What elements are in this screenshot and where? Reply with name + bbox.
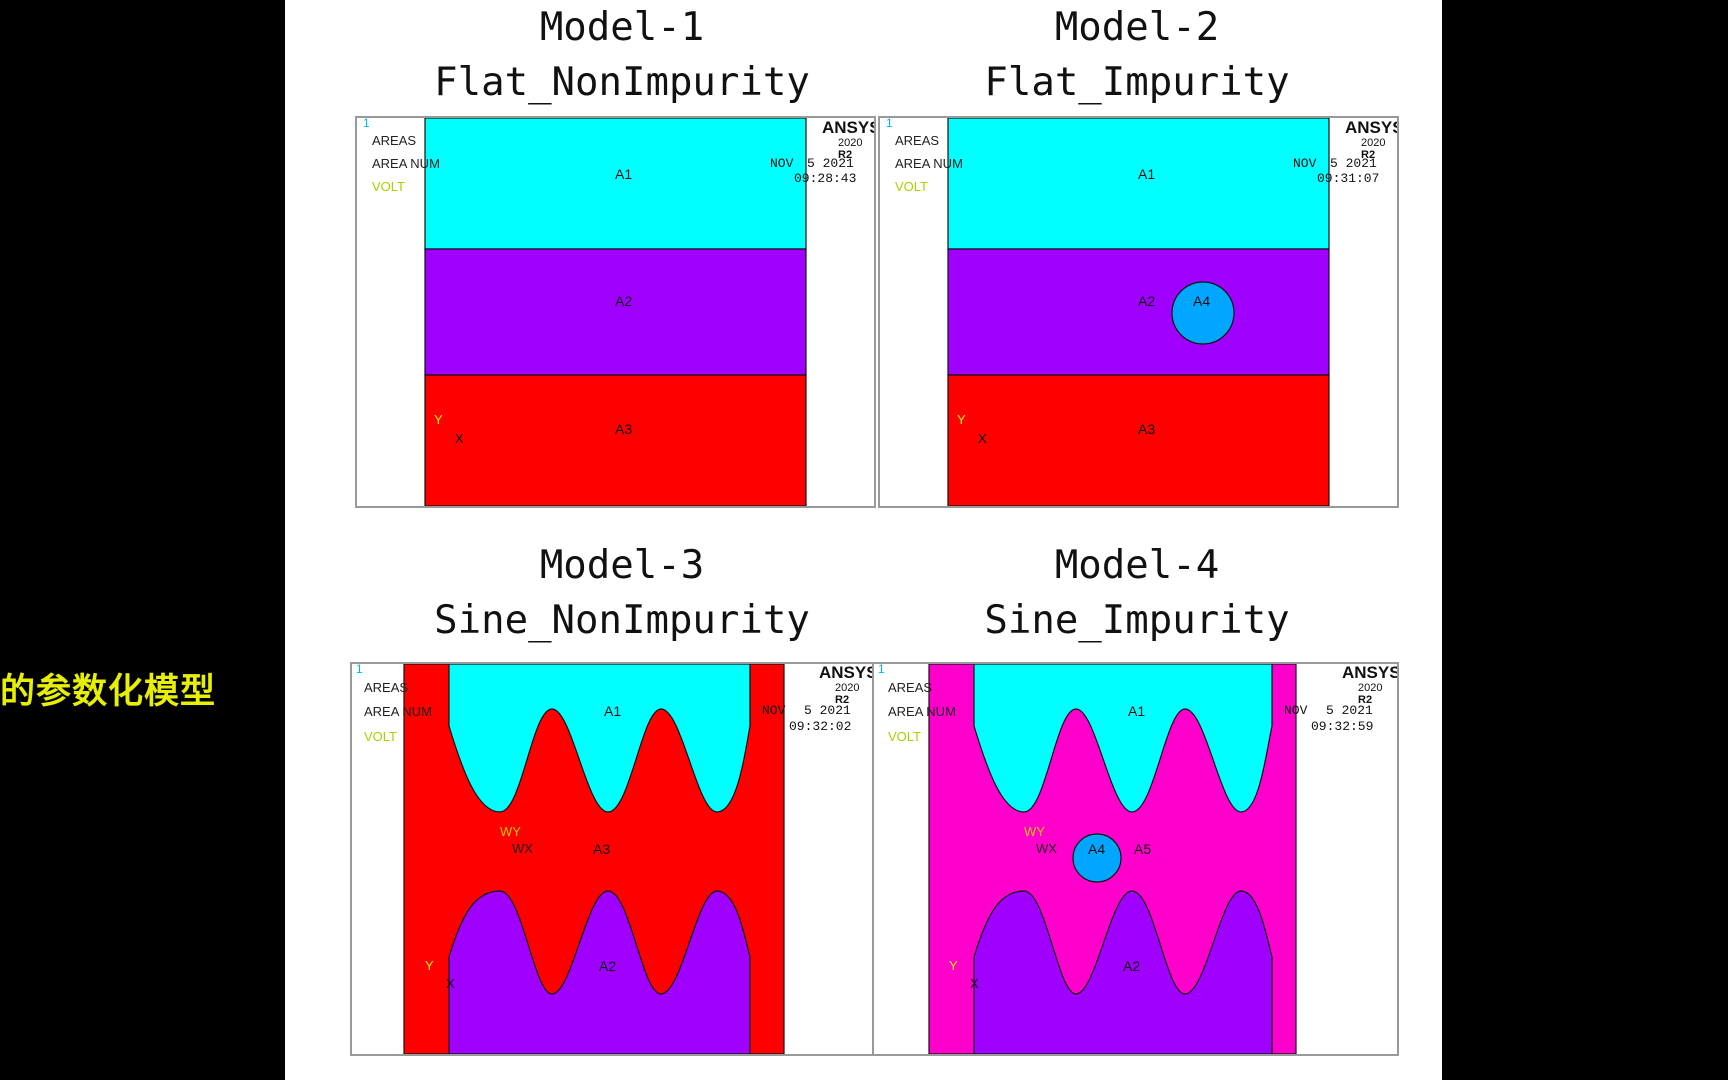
model-1-plot xyxy=(424,118,807,506)
model-4-title: Model-4 Sine_Impurity xyxy=(877,538,1397,648)
date-month: NOV xyxy=(762,703,786,718)
areas-label: AREAS xyxy=(364,680,409,695)
ansys-version: 2020 R2 xyxy=(838,137,863,161)
time-stamp: 09:32:59 xyxy=(1311,719,1374,734)
window-index: 1 xyxy=(878,662,885,676)
model-1-panel: 1 AREAS AREA NUM VOLT ANSYS 2020 R2 NOV … xyxy=(355,116,876,508)
area-a3-label: A3 xyxy=(593,841,611,857)
window-index: 1 xyxy=(363,116,370,130)
date-month: NOV xyxy=(770,156,794,171)
model-1-title: Model-1 Flat_NonImpurity xyxy=(362,0,882,110)
time-stamp: 09:32:02 xyxy=(789,719,852,734)
model-3-panel: 1 AREAS AREA NUM VOLT ANSYS 2020 R2 NOV … xyxy=(350,662,876,1056)
slide-content: Model-1 Flat_NonImpurity Model-2 Flat_Im… xyxy=(285,0,1442,1080)
ansys-logo: ANSYS xyxy=(1345,118,1399,137)
area-a1-label: A1 xyxy=(1138,166,1156,182)
model-4-subtitle: Sine_Impurity xyxy=(984,598,1290,643)
model-3-subtitle: Sine_NonImpurity xyxy=(434,598,810,643)
triad-y-label: Y xyxy=(434,412,443,427)
triad-x-label: X xyxy=(970,976,979,991)
triad-y-label: Y xyxy=(957,412,966,427)
window-index: 1 xyxy=(886,116,893,130)
volt-label: VOLT xyxy=(372,179,405,194)
date-month: NOV xyxy=(1284,703,1308,718)
date-day: 5 2021 xyxy=(804,703,851,718)
model-2-subtitle: Flat_Impurity xyxy=(984,60,1290,105)
area-num-label: AREA NUM xyxy=(888,704,956,719)
model-3-title: Model-3 Sine_NonImpurity xyxy=(362,538,882,648)
area-a5-label: A5 xyxy=(1134,841,1152,857)
working-plane-wy: WY xyxy=(1024,824,1045,839)
triad-y-label: Y xyxy=(949,958,958,973)
areas-label: AREAS xyxy=(372,133,417,148)
area-num-label: AREA NUM xyxy=(895,156,963,171)
working-plane-wx: WX xyxy=(512,841,533,856)
model-4-plot xyxy=(874,664,1397,1054)
ansys-version: 2020 R2 xyxy=(1361,137,1386,161)
area-a1-label: A1 xyxy=(604,703,622,719)
area-a2-label: A2 xyxy=(599,958,617,974)
triad-x-label: X xyxy=(455,431,464,446)
area-num-label: AREA NUM xyxy=(364,704,432,719)
area-a3-label: A3 xyxy=(1138,421,1156,437)
model-2-title: Model-2 Flat_Impurity xyxy=(877,0,1397,110)
date-day: 5 2021 xyxy=(1330,156,1377,171)
model-2-plot xyxy=(947,118,1330,506)
area-a1-label: A1 xyxy=(615,166,633,182)
working-plane-wx: WX xyxy=(1036,841,1057,856)
area-num-label: AREA NUM xyxy=(372,156,440,171)
date-day: 5 2021 xyxy=(807,156,854,171)
model-4-name: Model-4 xyxy=(1054,543,1220,588)
ansys-version: 2020 R2 xyxy=(835,682,860,706)
volt-label: VOLT xyxy=(888,729,921,744)
working-plane-wy: WY xyxy=(500,824,521,839)
areas-label: AREAS xyxy=(888,680,933,695)
side-caption: 的参数化模型 xyxy=(0,672,217,712)
window-index: 1 xyxy=(356,662,363,676)
model-2-panel: 1 AREAS AREA NUM VOLT ANSYS 2020 R2 NOV … xyxy=(878,116,1399,508)
areas-label: AREAS xyxy=(895,133,940,148)
time-stamp: 09:31:07 xyxy=(1317,171,1380,186)
model-3-plot xyxy=(352,664,874,1054)
triad-y-label: Y xyxy=(425,958,434,973)
date-day: 5 2021 xyxy=(1326,703,1373,718)
ansys-logo: ANSYS xyxy=(822,118,876,137)
area-a2-label: A2 xyxy=(615,293,633,309)
ansys-logo: ANSYS xyxy=(819,663,876,682)
volt-label: VOLT xyxy=(895,179,928,194)
model-1-name: Model-1 xyxy=(539,5,705,50)
area-a1-label: A1 xyxy=(1128,703,1146,719)
model-1-subtitle: Flat_NonImpurity xyxy=(434,60,810,105)
triad-x-label: X xyxy=(978,431,987,446)
ansys-version: 2020 R2 xyxy=(1358,682,1383,706)
area-a3-label: A3 xyxy=(615,421,633,437)
date-month: NOV xyxy=(1293,156,1317,171)
area-a2-label: A2 xyxy=(1138,293,1156,309)
area-a2-label: A2 xyxy=(1123,958,1141,974)
ansys-logo: ANSYS xyxy=(1342,663,1399,682)
model-4-panel: 1 AREAS AREA NUM VOLT ANSYS 2020 R2 NOV … xyxy=(872,662,1399,1056)
area-a4-label: A4 xyxy=(1193,293,1211,309)
volt-label: VOLT xyxy=(364,729,397,744)
model-3-name: Model-3 xyxy=(539,543,705,588)
model-2-name: Model-2 xyxy=(1054,5,1220,50)
triad-x-label: X xyxy=(446,976,455,991)
area-a4-label: A4 xyxy=(1088,841,1106,857)
time-stamp: 09:28:43 xyxy=(794,171,857,186)
